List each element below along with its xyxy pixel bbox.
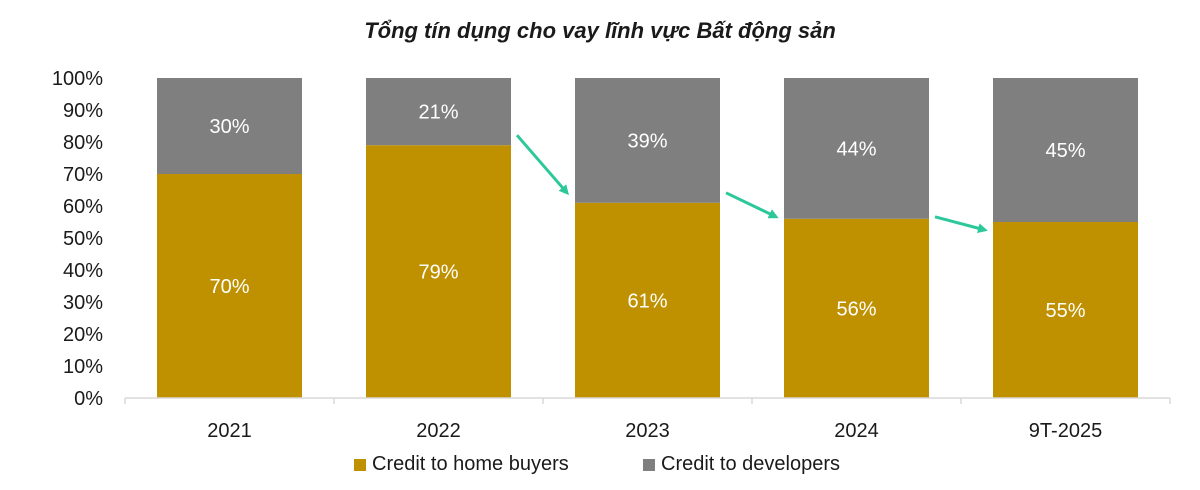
bars: 70% 30% 79% 21% 61% 39% 56% 44% 55% 45% bbox=[157, 78, 1138, 398]
trend-arrow bbox=[934, 215, 988, 234]
y-tick-label: 90% bbox=[63, 100, 103, 122]
y-tick-label: 0% bbox=[74, 388, 103, 410]
legend: Credit to home buyers Credit to develope… bbox=[354, 453, 840, 475]
legend-swatch-developers bbox=[643, 459, 655, 471]
y-tick-label: 30% bbox=[63, 292, 103, 314]
bar-home-buyers bbox=[784, 218, 929, 398]
trend-arrows bbox=[515, 134, 988, 234]
bar-home-buyers bbox=[366, 145, 511, 398]
y-tick-label: 50% bbox=[63, 228, 103, 250]
bar-developers bbox=[784, 78, 929, 219]
data-label: 30% bbox=[209, 116, 249, 138]
y-tick-label: 60% bbox=[63, 196, 103, 218]
y-tick-label: 20% bbox=[63, 324, 103, 346]
data-label: 39% bbox=[627, 130, 667, 152]
bar-home-buyers bbox=[993, 222, 1138, 398]
bar-developers bbox=[575, 78, 720, 203]
data-label: 44% bbox=[836, 138, 876, 160]
x-tick-label: 2024 bbox=[834, 420, 879, 442]
data-label: 55% bbox=[1045, 300, 1085, 322]
trend-arrow bbox=[725, 191, 779, 219]
y-tick-label: 10% bbox=[63, 356, 103, 378]
bar-home-buyers bbox=[575, 202, 720, 398]
x-tick-label: 2022 bbox=[416, 420, 461, 442]
y-tick-label: 100% bbox=[52, 68, 103, 90]
chart-title: Tổng tín dụng cho vay lĩnh vực Bất động … bbox=[364, 18, 836, 43]
data-label: 79% bbox=[418, 262, 458, 284]
x-tick-label: 2021 bbox=[207, 420, 252, 442]
y-tick-label: 40% bbox=[63, 260, 103, 282]
legend-label-home-buyers: Credit to home buyers bbox=[372, 453, 569, 475]
trend-arrow bbox=[515, 134, 569, 196]
bar-developers bbox=[157, 78, 302, 174]
x-tick-label: 2023 bbox=[625, 420, 670, 442]
data-label: 61% bbox=[627, 290, 667, 312]
y-tick-label: 80% bbox=[63, 132, 103, 154]
y-axis: 0% 10% 20% 30% 40% 50% 60% 70% 80% 90% 100% bbox=[52, 68, 103, 410]
x-tick-label: 9T-2025 bbox=[1029, 420, 1102, 442]
y-tick-label: 70% bbox=[63, 164, 103, 186]
legend-swatch-home-buyers bbox=[354, 459, 366, 471]
bar-developers bbox=[993, 78, 1138, 222]
bar-developers bbox=[366, 78, 511, 146]
data-label: 56% bbox=[836, 298, 876, 320]
x-axis: 2021 2022 2023 2024 9T-2025 bbox=[124, 397, 1171, 442]
bar-home-buyers bbox=[157, 174, 302, 398]
data-label: 70% bbox=[209, 276, 249, 298]
data-label: 45% bbox=[1045, 140, 1085, 162]
legend-label-developers: Credit to developers bbox=[661, 453, 840, 475]
data-label: 21% bbox=[418, 102, 458, 124]
